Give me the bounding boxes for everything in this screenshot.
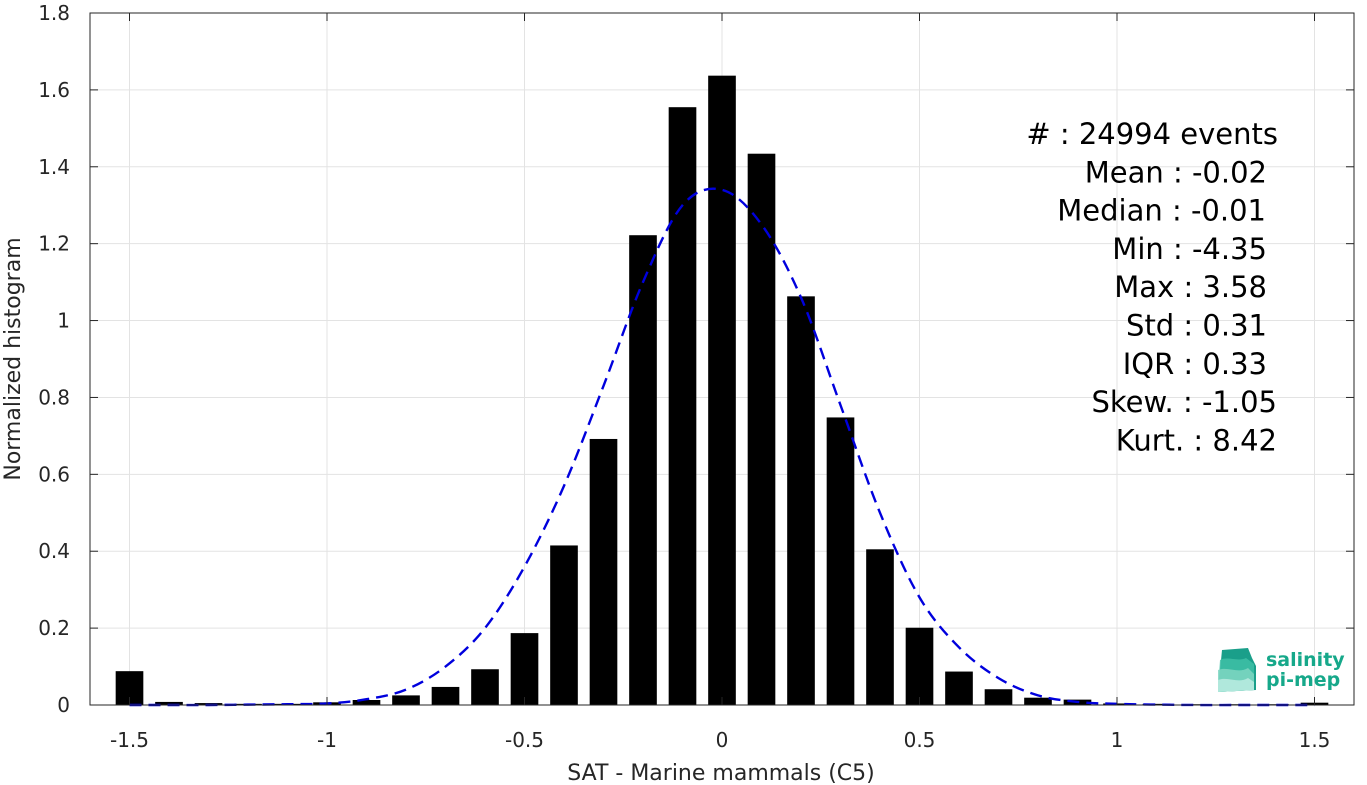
y-tick-label-1: 0.2	[38, 616, 70, 640]
x-tick-label-3: 0	[716, 728, 729, 752]
x-tick-label-1: -1	[317, 728, 337, 752]
stats-line-2: Median : -0.01	[1057, 194, 1266, 228]
y-tick-label-7: 1.4	[38, 155, 70, 179]
stats-line-0: # : 24994 events	[1026, 117, 1278, 151]
histogram-bar-11	[550, 545, 578, 705]
histogram-bar-1	[155, 701, 183, 705]
histogram-bar-12	[589, 438, 618, 705]
histogram-bar-9	[471, 669, 499, 705]
histogram-bar-22	[984, 689, 1013, 705]
wave-logo-icon	[1218, 648, 1256, 692]
logo-line-1: salinity	[1266, 649, 1345, 671]
histogram-bar-17	[787, 296, 815, 705]
salinity-pi-mep-logo: salinity pi-mep	[1218, 648, 1345, 692]
histogram-bar-20	[905, 627, 934, 705]
x-tick-label-6: 1.5	[1299, 728, 1331, 752]
histogram-bar-26	[1142, 703, 1171, 705]
stats-line-5: Std : 0.31	[1126, 309, 1267, 343]
y-tick-label-2: 0.4	[38, 539, 70, 563]
y-tick-label-0: 0	[57, 693, 70, 717]
histogram-bar-13	[629, 235, 657, 705]
histogram-bar-16	[747, 153, 776, 705]
histogram-bar-6	[352, 700, 381, 705]
stats-line-4: Max : 3.58	[1114, 270, 1267, 304]
y-tick-label-4: 0.8	[38, 385, 70, 409]
histogram-bar-18	[826, 417, 855, 705]
normal-fit-curve	[129, 187, 1315, 707]
y-axis-label: Normalized histogram	[1, 237, 26, 480]
histogram-bar-19	[866, 549, 894, 705]
x-axis-label: SAT - Marine mammals (C5)	[567, 761, 875, 785]
histogram-bars	[115, 75, 1329, 706]
stats-line-3: Min : -4.35	[1112, 232, 1267, 266]
y-tick-label-5: 1	[57, 309, 70, 333]
x-tick-labels: -1.5 -1 -0.5 0 0.5 1 1.5	[110, 728, 1330, 752]
stats-line-1: Mean : -0.02	[1085, 155, 1267, 189]
stats-line-7: Skew. : -1.05	[1091, 385, 1277, 419]
axis-ticks	[90, 12, 1354, 706]
stats-line-6: IQR : 0.33	[1123, 347, 1267, 381]
y-tick-label-6: 1.2	[38, 232, 70, 256]
histogram-bar-23	[1024, 697, 1052, 705]
x-tick-label-2: -0.5	[505, 728, 544, 752]
y-tick-label-3: 0.6	[38, 462, 70, 486]
y-tick-label-8: 1.6	[38, 78, 70, 102]
histogram-bar-8	[431, 686, 460, 705]
logo-line-2: pi-mep	[1266, 669, 1340, 691]
histogram-bar-10	[510, 633, 539, 705]
x-tick-label-0: -1.5	[110, 728, 149, 752]
y-tick-label-9: 1.8	[38, 1, 70, 25]
x-tick-label-4: 0.5	[904, 728, 936, 752]
stats-box: # : 24994 events Mean : -0.02 Median : -0.…	[1026, 117, 1278, 457]
x-tick-label-5: 1	[1111, 728, 1124, 752]
histogram-bar-21	[945, 671, 973, 705]
histogram-bar-7	[392, 695, 420, 705]
histogram-bar-15	[708, 75, 736, 706]
y-tick-labels: 0 0.2 0.4 0.6 0.8 1 1.2 1.4 1.6 1.8	[38, 1, 70, 717]
stats-line-8: Kurt. : 8.42	[1116, 423, 1277, 457]
